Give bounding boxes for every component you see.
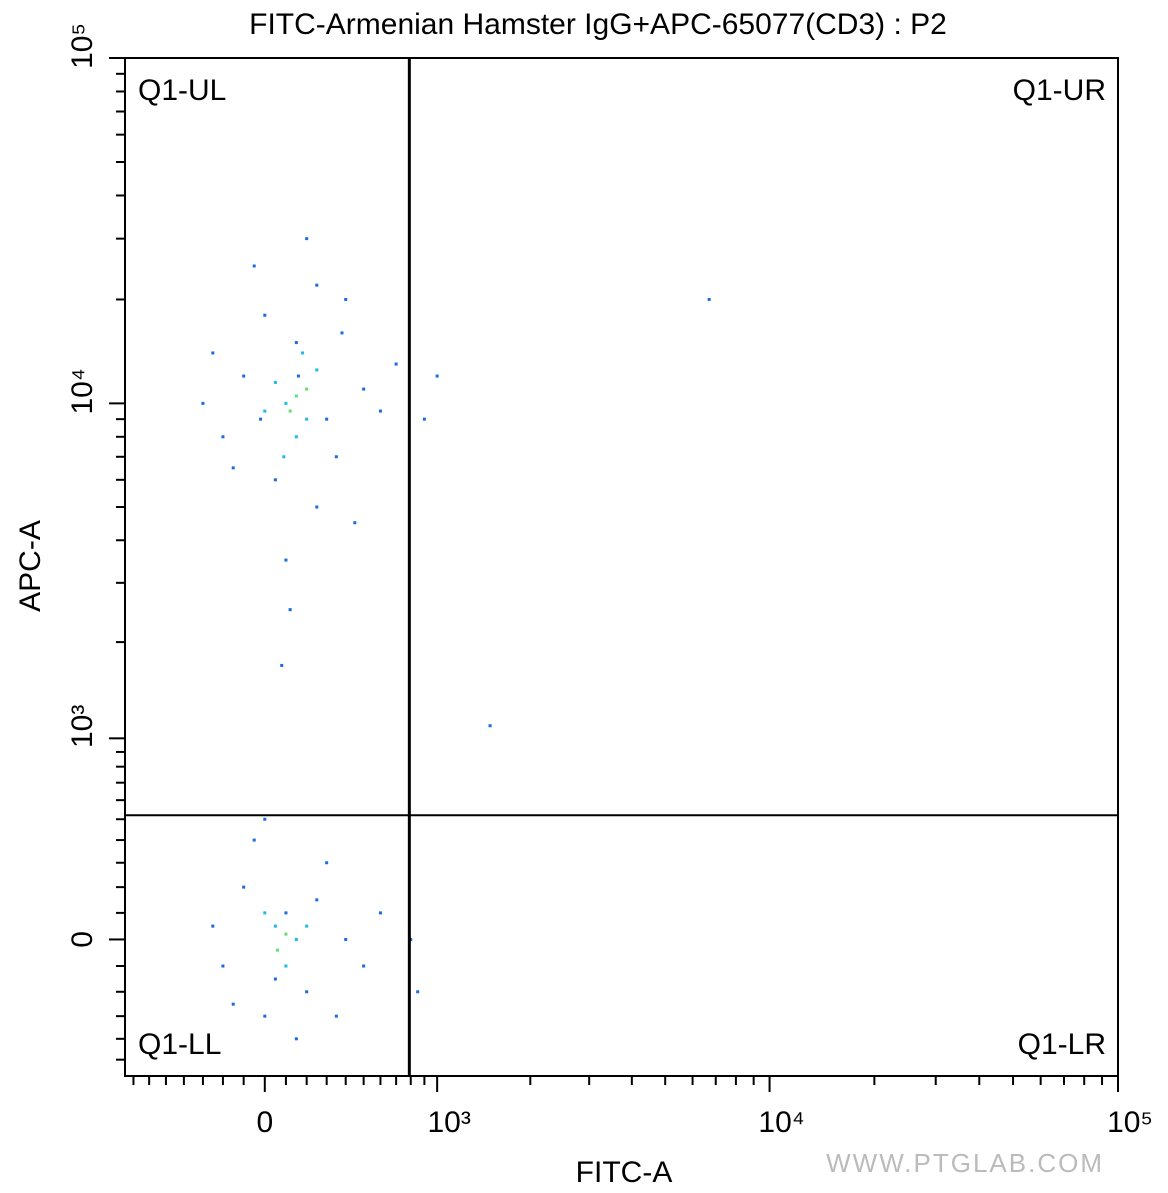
x-tick-label: 10³	[427, 1106, 470, 1139]
data-point	[707, 297, 711, 301]
data-point	[263, 313, 267, 317]
data-point	[296, 374, 300, 378]
data-point	[353, 521, 357, 525]
data-point	[305, 387, 309, 391]
x-tick-label: 10⁴	[758, 1106, 804, 1139]
data-point	[273, 977, 277, 981]
data-point	[280, 663, 284, 667]
data-point	[284, 558, 288, 562]
data-point	[252, 838, 256, 842]
x-tick-label: 10⁵	[1107, 1106, 1153, 1139]
data-point	[263, 1014, 267, 1018]
chart-title: FITC-Armenian Hamster IgG+APC-65077(CD3)…	[249, 8, 947, 41]
plot-frame	[124, 57, 1119, 1077]
data-point	[273, 380, 277, 384]
data-point	[242, 885, 246, 889]
data-point	[211, 351, 215, 355]
data-point	[488, 724, 492, 728]
data-point	[325, 861, 329, 865]
data-point	[221, 964, 225, 968]
y-tick-label: 10³	[66, 705, 99, 748]
y-tick-label: 0	[66, 931, 99, 948]
data-point	[334, 455, 338, 459]
data-point	[211, 924, 215, 928]
data-point	[305, 924, 309, 928]
data-point	[315, 505, 319, 509]
data-point	[263, 409, 267, 413]
data-point	[315, 898, 319, 902]
data-point	[288, 409, 292, 413]
data-point	[422, 417, 426, 421]
data-point	[201, 401, 205, 405]
quadrant-label: Q1-LL	[138, 1028, 221, 1061]
data-point	[259, 417, 263, 421]
data-point	[394, 362, 398, 366]
quadrant-label: Q1-UR	[1013, 74, 1106, 107]
data-point	[282, 455, 286, 459]
y-tick-label: 10⁵	[66, 23, 99, 69]
x-tick-label: 0	[256, 1106, 273, 1139]
data-point	[294, 394, 298, 398]
data-point	[435, 374, 439, 378]
data-point	[301, 351, 305, 355]
data-point	[305, 417, 309, 421]
data-point	[315, 283, 319, 287]
data-point	[378, 409, 382, 413]
data-point	[276, 948, 280, 952]
data-point	[305, 990, 309, 994]
data-point	[315, 368, 319, 372]
y-axis-label: APC-A	[14, 520, 47, 612]
data-point	[231, 466, 235, 470]
data-point	[294, 937, 298, 941]
data-point	[263, 911, 267, 915]
data-point	[284, 911, 288, 915]
data-point	[221, 435, 225, 439]
data-point	[294, 341, 298, 345]
data-point	[344, 937, 348, 941]
data-point	[416, 990, 420, 994]
data-point	[334, 1014, 338, 1018]
data-point	[284, 964, 288, 968]
data-point	[378, 911, 382, 915]
data-point	[263, 817, 267, 821]
watermark: WWW.PTGLAB.COM	[826, 1148, 1104, 1178]
x-axis-label: FITC-A	[576, 1156, 673, 1189]
data-point	[325, 417, 329, 421]
data-point	[284, 932, 288, 936]
data-point	[362, 964, 366, 968]
quadrant-label: Q1-UL	[138, 74, 226, 107]
data-point	[284, 401, 288, 405]
data-point	[294, 435, 298, 439]
data-point	[362, 387, 366, 391]
data-point	[273, 924, 277, 928]
data-point	[340, 331, 344, 335]
data-point	[294, 1037, 298, 1041]
data-point	[305, 237, 309, 241]
quadrant-label: Q1-LR	[1018, 1028, 1106, 1061]
data-point	[252, 264, 256, 268]
data-point	[344, 297, 348, 301]
y-tick-label: 10⁴	[66, 368, 99, 414]
data-point	[288, 608, 292, 612]
data-point	[242, 374, 246, 378]
data-point	[273, 478, 277, 482]
data-point	[231, 1002, 235, 1006]
